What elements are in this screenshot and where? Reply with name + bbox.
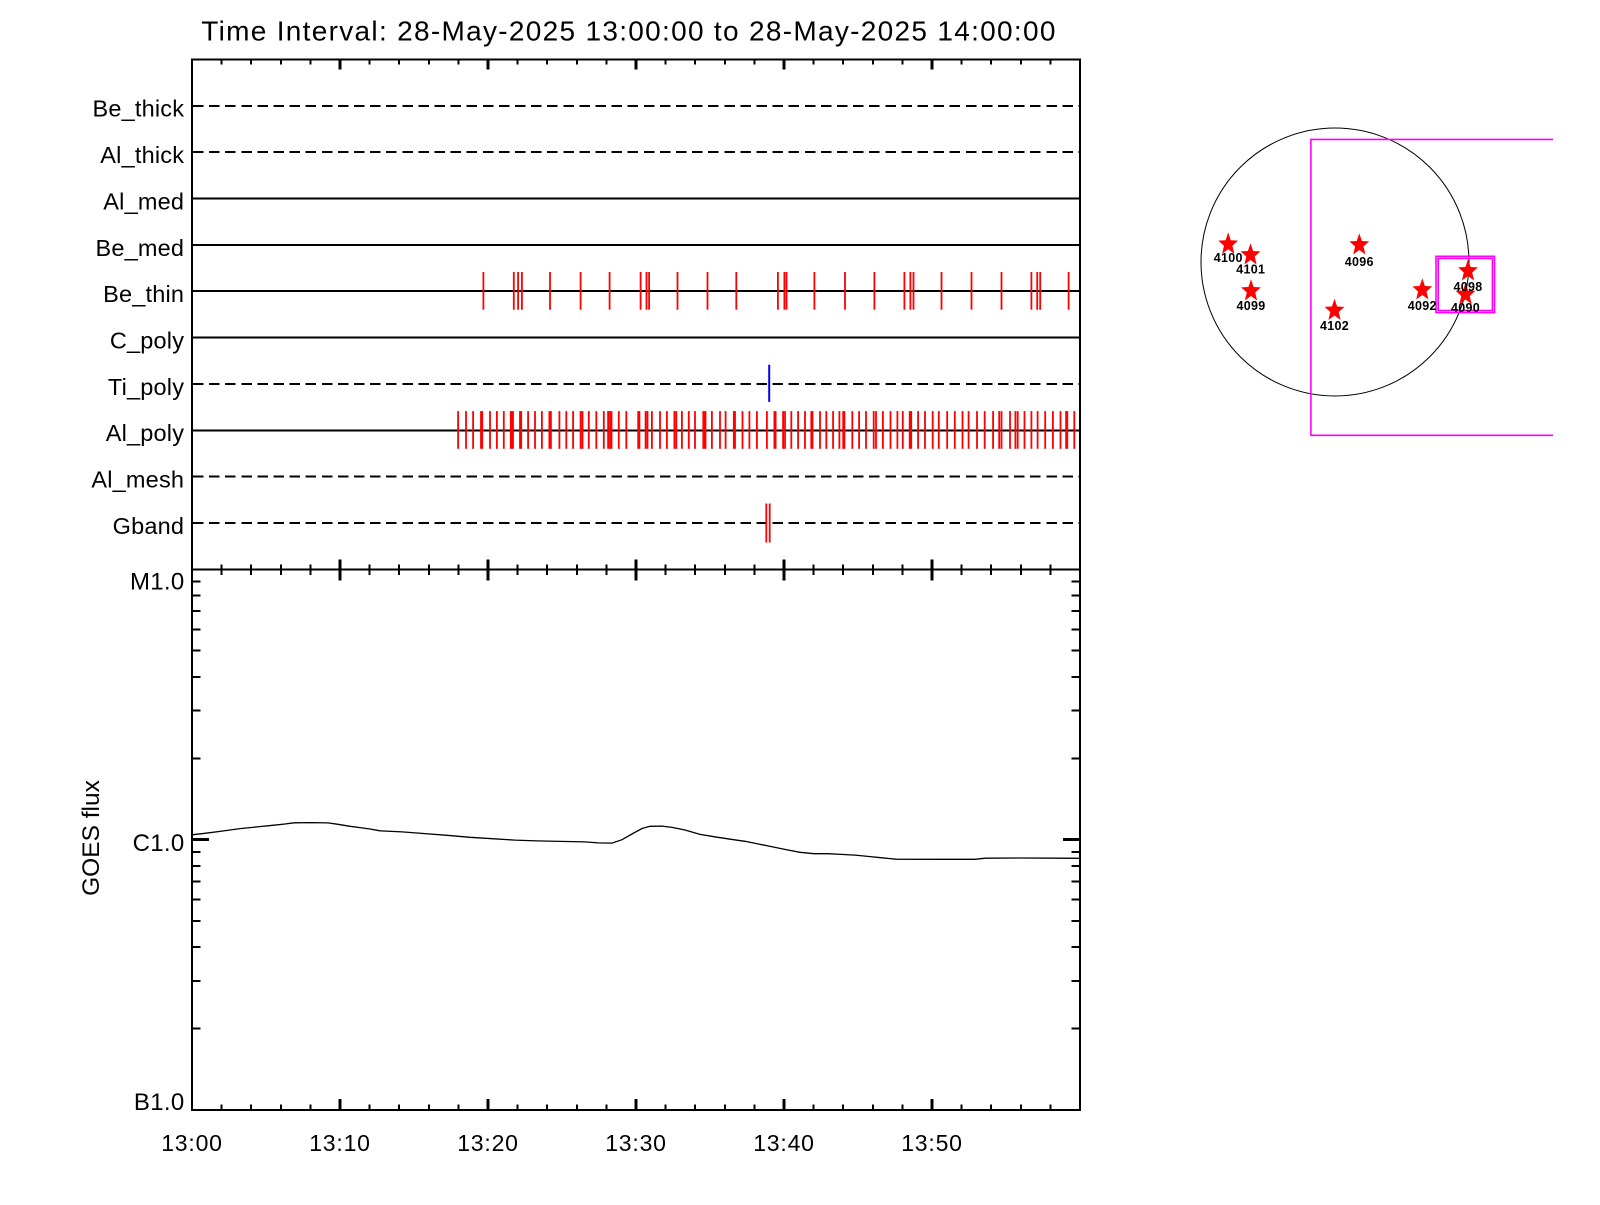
svg-text:4098: 4098 xyxy=(1453,280,1482,294)
svg-text:13:10: 13:10 xyxy=(309,1130,371,1156)
svg-text:4099: 4099 xyxy=(1236,299,1265,313)
svg-text:4090: 4090 xyxy=(1451,301,1480,315)
svg-text:4101: 4101 xyxy=(1236,263,1265,277)
svg-text:Be_med: Be_med xyxy=(95,235,184,261)
svg-text:Ti_poly: Ti_poly xyxy=(108,374,184,400)
svg-text:Al_mesh: Al_mesh xyxy=(91,467,184,493)
svg-text:B1.0: B1.0 xyxy=(134,1089,185,1116)
svg-text:Gband: Gband xyxy=(113,513,185,539)
svg-text:Be_thin: Be_thin xyxy=(103,281,184,307)
svg-text:C_poly: C_poly xyxy=(110,328,184,354)
svg-text:Al_poly: Al_poly xyxy=(106,420,185,446)
svg-text:13:50: 13:50 xyxy=(901,1130,963,1156)
svg-text:Time Interval: 28-May-2025 13:: Time Interval: 28-May-2025 13:00:00 to 2… xyxy=(201,16,1056,47)
svg-text:4100: 4100 xyxy=(1214,251,1243,265)
svg-text:Al_thick: Al_thick xyxy=(100,142,184,168)
svg-text:13:40: 13:40 xyxy=(753,1130,815,1156)
svg-text:4092: 4092 xyxy=(1408,299,1437,313)
svg-text:13:20: 13:20 xyxy=(457,1130,519,1156)
svg-text:GOES flux: GOES flux xyxy=(78,780,105,896)
svg-text:4102: 4102 xyxy=(1320,319,1349,333)
svg-text:13:30: 13:30 xyxy=(605,1130,667,1156)
svg-text:13:00: 13:00 xyxy=(161,1130,223,1156)
svg-text:Be_thick: Be_thick xyxy=(92,96,184,122)
svg-text:C1.0: C1.0 xyxy=(133,830,185,857)
svg-text:Al_med: Al_med xyxy=(103,188,184,214)
svg-text:M1.0: M1.0 xyxy=(130,569,185,596)
svg-text:4096: 4096 xyxy=(1345,255,1374,269)
